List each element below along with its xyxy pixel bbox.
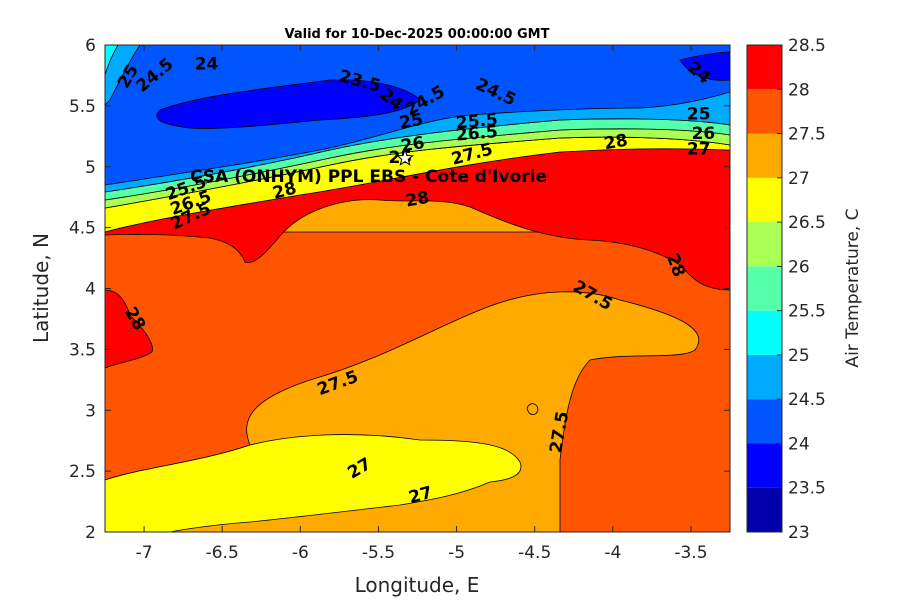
colorbar-swatch [747, 89, 782, 134]
contour-field [105, 45, 730, 532]
contour-label: 28 [404, 188, 431, 212]
y-tick-label: 2 [85, 523, 96, 543]
contour-label: 24 [195, 54, 219, 74]
y-tick-label: 5 [85, 158, 96, 178]
colorbar-swatch [747, 133, 782, 178]
band-27-5 [105, 231, 730, 532]
y-tick-label: 3 [85, 401, 96, 421]
colorbar-tick-label: 27.5 [788, 125, 826, 145]
x-tick-label: -7 [136, 543, 153, 563]
site-label: CSA (ONHYM) PPL EBS - Cote d'Ivorie [190, 167, 547, 187]
contour-label: 28 [603, 130, 630, 154]
colorbar-swatch [747, 266, 782, 311]
y-tick-label: 3.5 [69, 340, 96, 360]
y-tick-label: 4 [85, 280, 96, 300]
x-tick-label: -5 [448, 543, 465, 563]
y-tick-label: 4.5 [69, 219, 96, 239]
x-tick-label: -4 [604, 543, 621, 563]
band-23-5-east [679, 51, 730, 81]
y-axis: 2 2.5 3 3.5 4 4.5 5 5.5 6 [69, 36, 730, 543]
colorbar: 23 23.5 24 24.5 25 25.5 26 26.5 27 27.5 28 28.5 [746, 36, 826, 543]
x-axis: -7 -6.5 -6 -5.5 -5 -4.5 -4 -3.5 [136, 45, 708, 563]
colorbar-tick-label: 23 [788, 523, 810, 543]
colorbar-tick-label: 27 [788, 169, 810, 189]
colorbar-tick-label: 24 [788, 434, 810, 454]
contour-label: 26.5 [455, 122, 499, 146]
colorbar-swatch [747, 45, 782, 90]
y-axis-label: Latitude, N [29, 233, 53, 343]
colorbar-tick-label: 23.5 [788, 479, 826, 499]
colorbar-frame [746, 44, 783, 533]
contour-label: 25 [398, 110, 425, 134]
contour-label: 26 [692, 124, 716, 144]
contour-label: 25 [687, 104, 711, 124]
chart-title: Valid for 10-Dec-2025 00:00:00 GMT [285, 27, 550, 42]
y-tick-label: 5.5 [69, 97, 96, 117]
colorbar-swatch [747, 443, 782, 488]
x-tick-label: -6 [292, 543, 309, 563]
colorbar-label: Air Temperature, C [843, 208, 863, 367]
colorbar-tick-label: 26.5 [788, 213, 826, 233]
colorbar-swatch [747, 310, 782, 355]
contour-label: 26 [399, 133, 426, 157]
patch-blob [526, 403, 539, 416]
colorbar-swatch [747, 222, 782, 267]
band-24 [105, 45, 730, 186]
x-tick-label: -3.5 [674, 543, 707, 563]
colorbar-tick-label: 25 [788, 346, 810, 366]
colorbar-swatch [747, 354, 782, 400]
band-28-south [105, 232, 153, 369]
contour-label: 25.5 [455, 110, 499, 134]
x-tick-label: -5.5 [362, 543, 395, 563]
band-26-5 [105, 434, 522, 532]
x-tick-label: -4.5 [518, 543, 551, 563]
band-23-5 [156, 79, 421, 129]
colorbar-tick-label: 28 [788, 80, 810, 100]
colorbar-tick-label: 24.5 [788, 390, 826, 410]
colorbar-swatch [747, 177, 782, 223]
x-axis-label: Longitude, E [355, 573, 480, 597]
star-icon [396, 148, 414, 166]
y-tick-label: 6 [85, 36, 96, 56]
site-marker: CSA (ONHYM) PPL EBS - Cote d'Ivorie [190, 148, 547, 187]
colorbar-swatch [747, 487, 782, 532]
x-tick-label: -6.5 [206, 543, 239, 563]
contour-label: 27 [687, 140, 711, 160]
y-tick-label: 2.5 [69, 462, 96, 482]
colorbar-tick-label: 25.5 [788, 302, 826, 322]
colorbar-tick-label: 26 [788, 257, 810, 277]
colorbar-tick-label: 28.5 [788, 36, 826, 56]
colorbar-swatch [747, 399, 782, 444]
band-24-5-west [105, 45, 141, 106]
